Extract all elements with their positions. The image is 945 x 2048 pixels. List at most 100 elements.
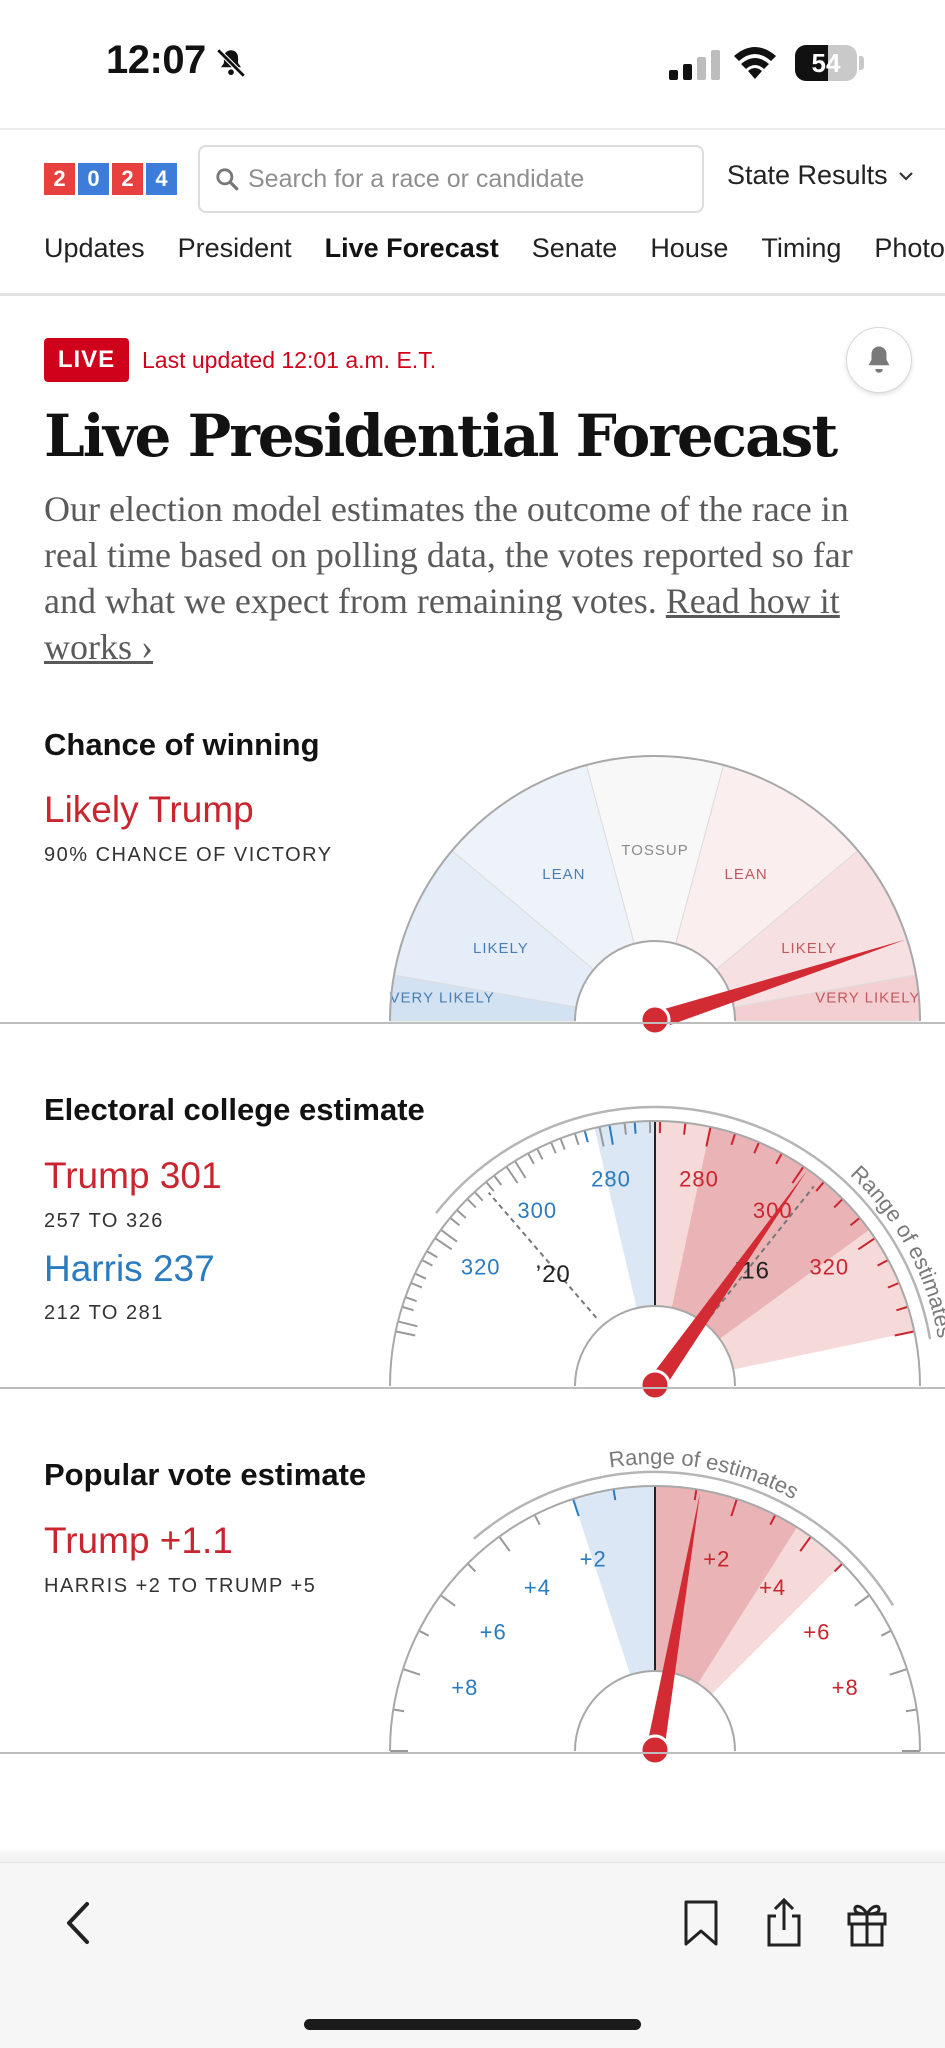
electoral-tick [833,1198,844,1209]
electoral-tick [434,1237,453,1251]
logo-digit: 2 [112,163,143,195]
notification-button[interactable] [846,327,912,393]
nav-live-forecast[interactable]: Live Forecast [324,233,499,263]
electoral-tick [414,1272,427,1280]
chance-headline: Likely Trump [44,789,254,830]
nav-timing[interactable]: Timing [761,233,842,263]
read-more-link[interactable]: Read how it works › [44,581,840,667]
popular-tick [833,1562,844,1573]
electoral-tick [608,1124,614,1145]
divider [0,128,945,130]
chance-segment-label: VERY LIKELY [390,990,495,1007]
electoral-tick [896,1305,909,1312]
nav-senate[interactable]: Senate [531,233,618,263]
state-results-label: State Results [727,160,888,190]
electoral-tick [583,1130,589,1143]
electoral-tick-label: 280 [591,1166,631,1191]
popular-label: Popular vote estimate [44,1457,367,1492]
electoral-tick-label: 320 [809,1255,849,1280]
popular-tick [769,1514,777,1526]
popular-tick [393,1708,405,1713]
popular-tick-label: +8 [832,1675,859,1700]
nav-photos[interactable]: Photos [874,233,945,263]
popular-tick-label: +8 [451,1675,478,1700]
search-box[interactable] [198,145,704,213]
electoral-tick [815,1181,825,1192]
state-results-dropdown[interactable]: State Results [727,160,914,191]
popular-tick [730,1498,738,1517]
electoral-tick [493,1174,503,1186]
popular-tick [572,1498,580,1517]
electoral-label: Electoral college estimate [44,1092,425,1127]
popular-tick [533,1514,541,1526]
electoral-tick [753,1141,760,1154]
popular-tick [880,1629,892,1637]
toolbar-shadow [0,1850,945,1862]
battery-nub [859,56,864,70]
electoral-tick [397,1320,418,1328]
section-nav: Updates President Live Forecast Senate H… [44,233,945,277]
chance-gauge-svg: VERY LIKELY LIKELY LEAN TOSSUP LEAN LIKELY VER… [389,755,921,1036]
live-badge: LIVE [44,338,129,382]
electoral-tick [449,1217,461,1227]
electoral-tick [849,1217,861,1227]
electoral-tick [598,1126,605,1147]
electoral-tick [775,1152,783,1165]
gauge-outline [389,1120,921,1387]
home-indicator [304,2019,641,2030]
electoral-tick [395,1330,416,1337]
electoral-tick [440,1229,458,1243]
election-2024-logo[interactable]: 2 0 2 4 [44,163,177,195]
popular-tick [612,1489,617,1501]
bottom-toolbar [0,1862,945,2048]
search-input[interactable] [248,164,668,194]
electoral-tick [730,1133,737,1146]
last-updated: Last updated 12:01 a.m. E.T. [142,347,437,373]
bell-off-icon [216,48,246,78]
electoral-tick [473,1191,484,1202]
electoral-harris: Harris 237 [44,1248,215,1289]
chance-needle-hub [639,1004,671,1036]
electoral-tick-label: 280 [679,1166,719,1191]
baseline [0,1022,945,1024]
electoral-tick [559,1138,566,1151]
nav-house[interactable]: House [650,233,729,263]
baseline [0,1387,945,1389]
description-text: Our election model estimates the outcome… [44,489,853,621]
chance-needle [652,939,906,1030]
electoral-tick [857,1237,876,1251]
popular-tick [466,1562,477,1573]
electoral-tick [536,1148,544,1160]
electoral-tick [485,1181,495,1192]
nav-president[interactable]: President [177,233,292,263]
range-arc [435,1105,932,1340]
back-button[interactable] [55,1898,105,1948]
popular-tick [693,1489,698,1501]
electoral-tick [505,1166,519,1184]
electoral-tick [705,1126,712,1147]
battery-level: 54 [811,48,841,78]
logo-digit: 2 [44,163,75,195]
electoral-tick [791,1166,805,1184]
electoral-trump-range: 257 TO 326 [44,1210,164,1232]
popular-needle [646,1491,701,1753]
nav-updates[interactable]: Updates [44,233,145,263]
popular-tick [905,1708,917,1713]
chance-segment-label: LEAN [725,866,768,883]
harris-range-band [573,1486,655,1675]
popular-needle-hub [639,1734,671,1766]
electoral-tick [514,1160,527,1179]
bookmark-button[interactable] [676,1898,726,1948]
electoral-tick [887,1281,900,1289]
share-button[interactable] [759,1898,809,1948]
gauge-outline [389,1485,921,1752]
harris-range-band [594,1121,655,1309]
gauge-outline [389,755,921,1022]
electoral-tick [466,1198,477,1209]
popular-tick-label: +2 [703,1547,730,1572]
gift-button[interactable] [842,1898,892,1948]
chance-segment-label: LEAN [542,866,585,883]
popular-range: HARRIS +2 TO TRUMP +5 [44,1575,317,1597]
